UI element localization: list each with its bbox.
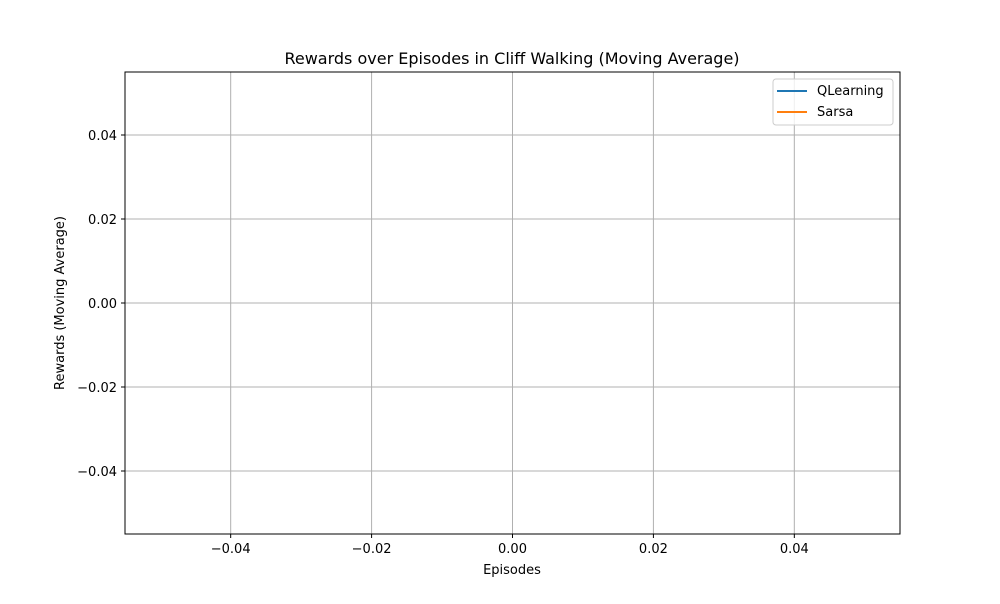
y-axis-label: Rewards (Moving Average) [53, 216, 68, 390]
x-tick-label: 0.00 [498, 542, 527, 557]
chart-title: Rewards over Episodes in Cliff Walking (… [284, 49, 739, 68]
x-tick-label: 0.02 [639, 542, 668, 557]
legend-label-sarsa: Sarsa [817, 105, 853, 120]
y-tick-label: 0.02 [88, 213, 117, 228]
x-tick-label: 0.04 [780, 542, 809, 557]
y-tick-label: 0.04 [88, 129, 117, 144]
x-axis-label: Episodes [483, 563, 541, 578]
y-tick-label: 0.00 [88, 297, 117, 312]
x-tick-label: −0.02 [352, 542, 392, 557]
grid-lines [125, 72, 900, 534]
x-tick-label: −0.04 [211, 542, 251, 557]
y-tick-label: −0.02 [77, 381, 117, 396]
y-tick-label: −0.04 [77, 465, 117, 480]
legend: QLearning Sarsa [772, 78, 894, 126]
axis-ticks: −0.04 −0.02 0.00 0.02 0.04 −0.04 −0.02 0.00 0.02… [77, 129, 809, 557]
legend-label-qlearning: QLearning [817, 84, 884, 99]
